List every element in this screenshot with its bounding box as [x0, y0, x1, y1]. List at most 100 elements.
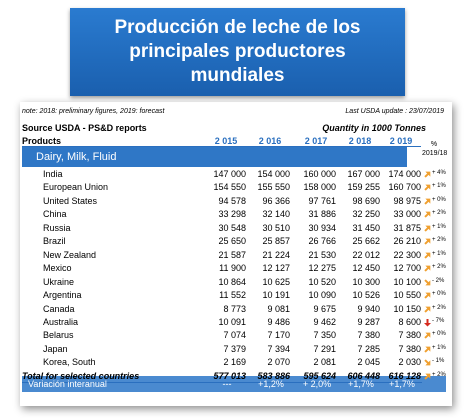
cell: 22 012 [352, 249, 380, 260]
cell: 33 000 [393, 209, 421, 220]
trend-icon [424, 306, 431, 313]
cell: 25 662 [352, 236, 380, 247]
cell: 11 900 [219, 263, 246, 274]
country: Japan [43, 343, 68, 354]
cell: 7 350 [313, 330, 336, 341]
cell: 2 030 [398, 357, 421, 368]
cell: 22 300 [393, 249, 421, 260]
cell: 7 394 [267, 343, 290, 354]
trend-icon [424, 278, 431, 285]
cell: 98 690 [352, 195, 380, 206]
country: European Union [43, 182, 109, 193]
trend-icon [424, 373, 431, 380]
cell: 9 081 [267, 303, 290, 314]
country: Russia [43, 222, 71, 233]
cell: 9 462 [313, 316, 336, 327]
cell: 2 169 [223, 357, 246, 368]
change: - 7% [432, 317, 445, 324]
trend-icon [424, 252, 431, 259]
variation-cell: +1,7% [389, 379, 415, 389]
cell: 30 510 [262, 222, 290, 233]
title-line: Producción de leche de los [114, 17, 361, 38]
trend-icon [424, 265, 431, 272]
trend-icon [424, 333, 431, 340]
total-rule [22, 381, 422, 383]
cell: 8 773 [223, 303, 246, 314]
cell: 32 250 [352, 209, 380, 220]
variation-cell: + 2,0% [302, 379, 332, 389]
cell: 7 074 [223, 330, 246, 341]
cell: 12 700 [393, 263, 421, 274]
trend-icon [424, 238, 431, 245]
cell: 96 366 [262, 195, 290, 206]
header-year: 2 018 [340, 136, 380, 147]
change: + 1% [432, 183, 446, 190]
cell: 7 380 [398, 343, 421, 354]
cell: 7 291 [313, 343, 336, 354]
change-header: 2019/18 [422, 150, 448, 157]
cell: 97 761 [308, 195, 336, 206]
change: + 1% [432, 223, 446, 230]
cell: 31 450 [352, 222, 380, 233]
cell: 32 140 [262, 209, 290, 220]
cell: 10 150 [393, 303, 421, 314]
variation-band [22, 376, 446, 392]
cell: 7 170 [267, 330, 290, 341]
cell: 155 550 [257, 182, 290, 193]
cell: 160 000 [303, 169, 336, 179]
country: Ukraine [43, 276, 75, 287]
trend-icon [424, 171, 431, 178]
title-line: mundiales [190, 65, 285, 86]
country: Argentina [43, 290, 82, 301]
cell: 174 000 [388, 169, 421, 179]
cell: 11 552 [219, 290, 246, 301]
total-label: Total for selected countries [22, 370, 140, 381]
cell: 10 526 [352, 290, 380, 301]
cell: 10 520 [308, 276, 336, 287]
change: + 1% [432, 344, 446, 351]
note: note: 2018: preliminary figures, 2019: f… [22, 108, 165, 115]
total-cell: 583 886 [257, 370, 290, 381]
cell: 158 000 [303, 182, 336, 193]
country: India [43, 169, 63, 179]
cell: 10 864 [218, 276, 246, 287]
title-box: Producción de leche de los principales p… [70, 8, 405, 96]
cell: 12 275 [308, 263, 336, 274]
trend-icon [424, 212, 431, 219]
change: - 1% [432, 358, 445, 365]
change: + 2% [432, 210, 446, 217]
trend-icon [424, 198, 431, 205]
cell: 10 550 [393, 290, 421, 301]
cell: 12 127 [262, 263, 290, 274]
cell: 30 548 [218, 222, 246, 233]
cell: 10 625 [262, 276, 290, 287]
change: + 2% [432, 304, 446, 311]
change: + 4% [432, 170, 446, 176]
total-cell: 595 624 [303, 370, 336, 381]
country: Australia [43, 316, 79, 327]
cell: 21 587 [218, 249, 246, 260]
header-label: Products [22, 136, 62, 146]
country: United States [43, 195, 98, 206]
change: + 0% [432, 291, 446, 298]
change: + 0% [432, 331, 446, 338]
cell: 26 766 [308, 236, 336, 247]
trend-icon [424, 346, 431, 353]
cell: 25 857 [262, 236, 290, 247]
cell: 7 379 [223, 343, 246, 354]
cell: 167 000 [347, 169, 380, 179]
cell: 10 191 [262, 290, 290, 301]
change: + 0% [432, 196, 446, 203]
cell: 9 287 [357, 316, 380, 327]
cell: 25 650 [218, 236, 246, 247]
cell: 2 081 [313, 357, 336, 368]
trend-icon [424, 292, 431, 299]
cell: 2 045 [357, 357, 380, 368]
total-cell: 606 448 [347, 370, 380, 381]
trend-icon [424, 318, 431, 327]
source: Source USDA - PS&D reports [22, 123, 147, 133]
variation-label: Variación interanual [28, 379, 107, 389]
change: + 1% [432, 250, 446, 257]
cell: 31 886 [308, 209, 336, 220]
cell: 9 675 [313, 303, 336, 314]
